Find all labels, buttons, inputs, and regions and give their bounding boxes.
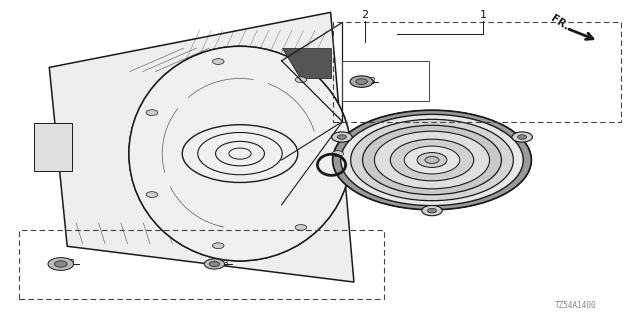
Circle shape	[422, 205, 442, 216]
Circle shape	[209, 261, 220, 267]
Text: 1: 1	[480, 10, 486, 20]
Circle shape	[204, 259, 225, 269]
Circle shape	[374, 131, 490, 189]
Ellipse shape	[129, 46, 351, 261]
Bar	[342, 61, 429, 101]
Circle shape	[404, 146, 460, 174]
Circle shape	[54, 261, 67, 267]
Circle shape	[351, 119, 513, 201]
Text: FR.: FR.	[549, 13, 571, 33]
Circle shape	[332, 151, 344, 156]
Circle shape	[146, 110, 157, 116]
Bar	[19, 230, 384, 299]
Circle shape	[362, 125, 502, 195]
Circle shape	[295, 77, 307, 83]
Polygon shape	[282, 48, 331, 78]
Circle shape	[518, 135, 527, 139]
Text: 3: 3	[369, 77, 375, 86]
Text: TZ54A1400: TZ54A1400	[555, 301, 597, 310]
Polygon shape	[49, 12, 354, 282]
Circle shape	[350, 76, 373, 87]
Circle shape	[512, 132, 532, 142]
Circle shape	[356, 79, 367, 84]
Circle shape	[48, 258, 74, 270]
Circle shape	[333, 110, 531, 210]
Circle shape	[295, 225, 307, 230]
Text: 3: 3	[222, 260, 228, 268]
Circle shape	[337, 135, 346, 139]
FancyBboxPatch shape	[33, 123, 72, 171]
Bar	[333, 22, 621, 122]
Text: 2: 2	[361, 10, 369, 20]
Circle shape	[332, 132, 352, 142]
Text: 3: 3	[68, 260, 74, 268]
Circle shape	[417, 153, 447, 167]
Circle shape	[212, 243, 224, 249]
Circle shape	[428, 208, 436, 213]
Circle shape	[425, 156, 439, 164]
Ellipse shape	[129, 46, 351, 261]
Circle shape	[390, 139, 474, 181]
Circle shape	[146, 192, 157, 197]
Circle shape	[212, 59, 224, 64]
